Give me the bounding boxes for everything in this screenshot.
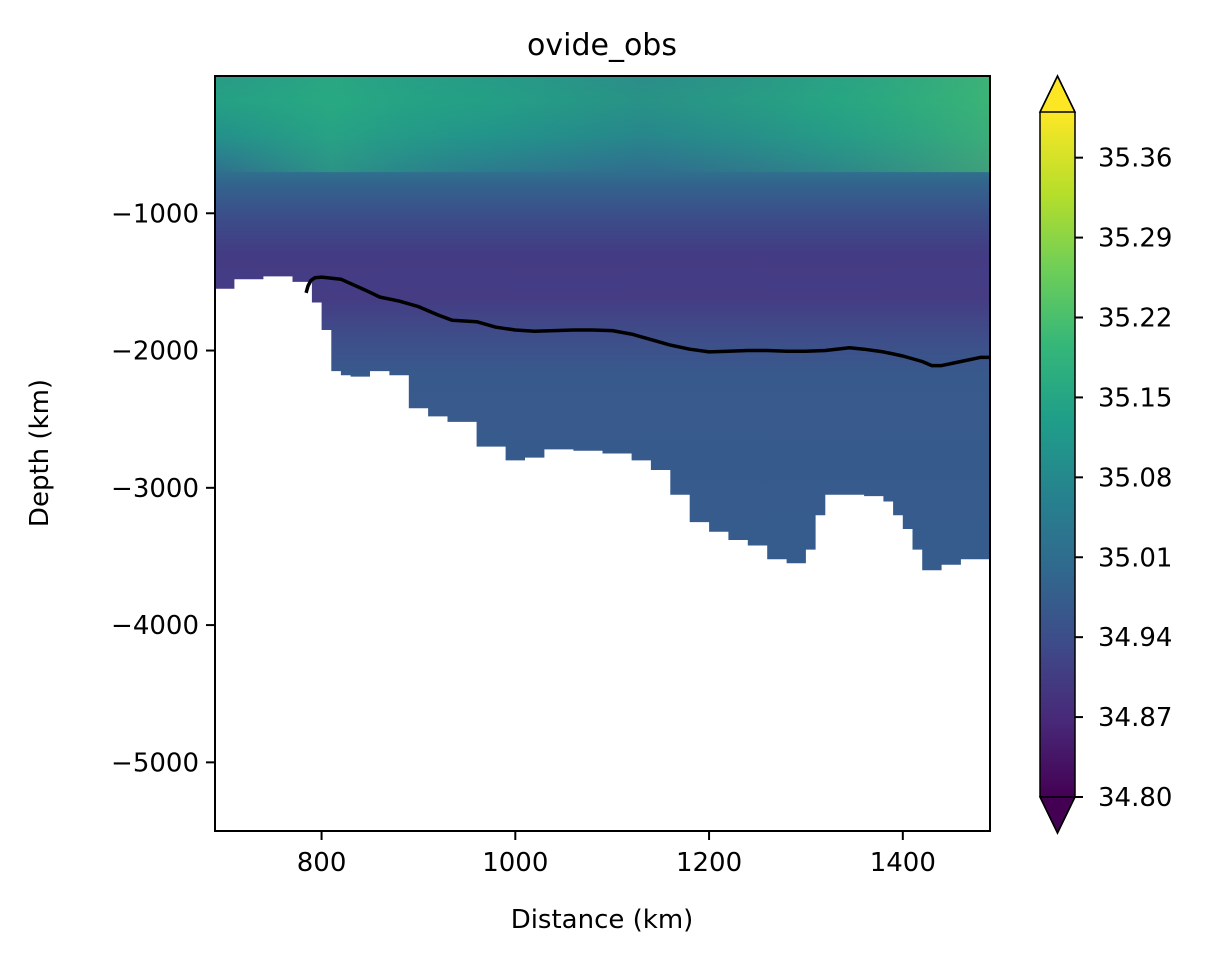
salinity-field [215,76,990,571]
colorbar-extend-bottom [1038,796,1077,835]
plot-area [215,76,990,831]
colorbar-tick-label: 35.29 [1098,224,1172,254]
y-tick-label: −3000 [111,474,199,504]
colorbar-tick-label: 34.87 [1098,703,1172,733]
colorbar-tick-label: 35.22 [1098,304,1172,334]
colorbar: 34.80 34.87 34.94 35.01 35.08 35.15 35.22 35.29… [1038,74,1172,835]
y-tick-label: −1000 [111,199,199,229]
y-tick-label: −5000 [111,748,199,778]
surface-salinity-band [215,76,990,173]
x-axis-title: Distance (km) [511,905,694,935]
colorbar-body [1040,112,1075,797]
y-tick-label: −4000 [111,611,199,641]
plot-frame [214,75,991,832]
colorbar-ticks: 34.80 34.87 34.94 35.01 35.08 35.15 35.22 35.29… [1075,144,1172,813]
colorbar-tick-label: 35.08 [1098,463,1172,493]
isohaline-contour-line [304,275,990,368]
colorbar-tick-label: 35.01 [1098,543,1172,573]
x-axis-ticks: 800 1000 1200 1400 [297,831,936,878]
colorbar-tick-label: 35.36 [1098,144,1172,174]
y-axis-title: Depth (km) [25,379,55,527]
x-tick-label: 1200 [676,848,742,878]
y-tick-label: −2000 [111,337,199,367]
colorbar-extend-top [1038,74,1077,113]
colorbar-tick-label: 35.15 [1098,383,1172,413]
colorbar-tick-label: 34.94 [1098,623,1172,653]
x-tick-label: 1000 [482,848,548,878]
x-tick-label: 800 [297,848,347,878]
x-tick-label: 1400 [870,848,936,878]
chart-title: ovide_obs [527,28,677,63]
y-axis-ticks: −1000 −2000 −3000 −4000 −5000 [111,199,215,778]
colorbar-tick-label: 34.80 [1098,783,1172,813]
